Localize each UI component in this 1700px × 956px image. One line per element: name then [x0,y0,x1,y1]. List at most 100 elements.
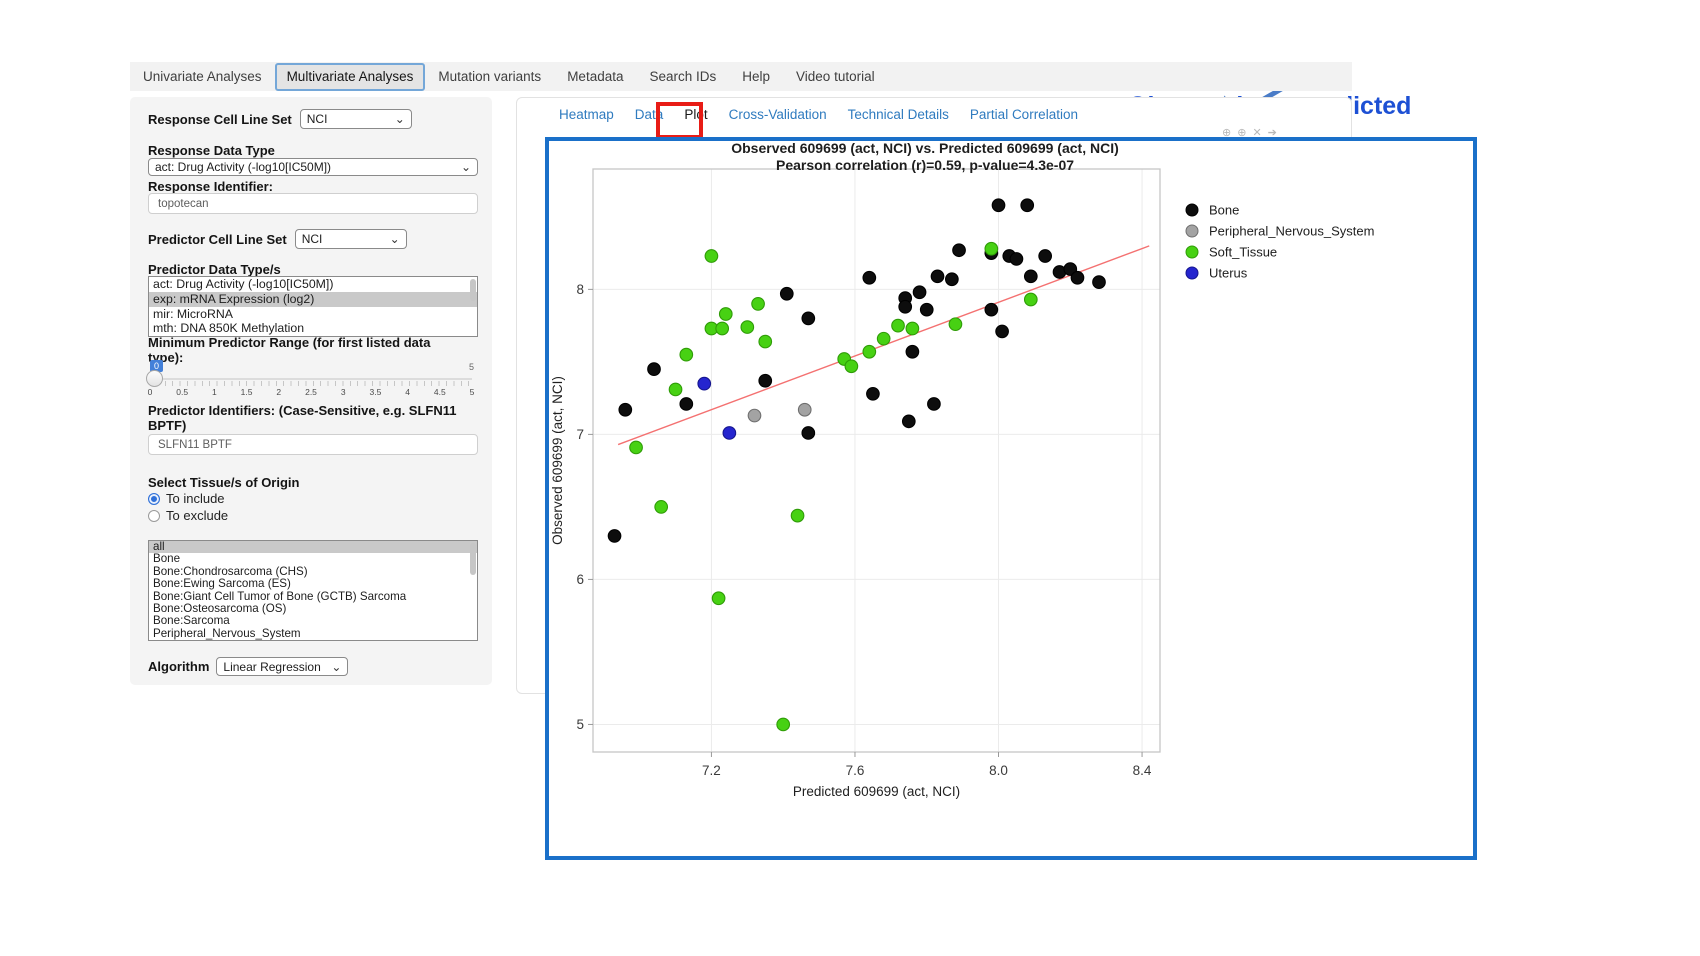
scatter-point-soft-tissue[interactable] [984,241,999,256]
scatter-point-soft-tissue[interactable] [790,508,805,523]
algorithm-select[interactable]: Linear Regression ⌄ [216,657,349,676]
scatter-point-soft-tissue[interactable] [1023,292,1038,307]
predictor-identifiers-input[interactable]: SLFN11 BPTF [148,434,478,455]
scatter-point-bone[interactable] [1023,269,1038,284]
scatter-point-bone[interactable] [779,286,794,301]
scatter-point-soft-tissue[interactable] [654,500,669,514]
radio-selected-icon[interactable] [148,492,160,505]
scatter-point-bone[interactable] [991,198,1006,213]
scatter-point-uterus[interactable] [722,426,737,440]
scatter-point-bone[interactable] [912,285,927,300]
legend-marker-soft-tissue[interactable] [1185,245,1199,259]
legend-marker-peripheral-nervous-system[interactable] [1185,224,1199,238]
scatter-point-peripheral-nervous-system[interactable] [747,408,762,423]
response-data-type-select[interactable]: act: Drug Activity (-log10[IC50M]) ⌄ [148,158,478,176]
export-icon[interactable]: ➔ [1267,127,1283,139]
close-icon[interactable]: ✕ [1252,127,1268,139]
scatter-point-bone[interactable] [1092,275,1106,289]
list-option-bone-ewing-sarcoma-es[interactable]: Bone:Ewing Sarcoma (ES) [153,577,291,591]
radio-to-exclude[interactable]: To exclude [148,508,228,523]
scatter-point-soft-tissue[interactable] [704,249,719,263]
scatter-point-bone[interactable] [984,302,999,317]
list-option-bone-osteosarcoma-os[interactable]: Bone:Osteosarcoma (OS) [153,602,287,616]
scatter-point-bone[interactable] [901,414,916,429]
scatter-point-bone[interactable] [995,324,1009,339]
scatter-point-soft-tissue[interactable] [876,331,891,346]
nav-tab-metadata[interactable]: Metadata [567,69,624,84]
response-identifier-input[interactable]: topotecan [148,193,478,214]
scatter-point-bone[interactable] [898,299,913,314]
scatter-point-soft-tissue[interactable] [668,382,683,397]
reset-icon[interactable]: ⊕ [1237,127,1253,139]
nav-tab-multivariate-analyses[interactable]: Multivariate Analyses [274,62,426,91]
scatter-point-soft-tissue[interactable] [776,717,791,732]
scatter-point-soft-tissue[interactable] [679,347,694,362]
list-option-mth-dna-850k-methylation[interactable]: mth: DNA 850K Methylation [153,321,305,336]
nav-tab-univariate-analyses[interactable]: Univariate Analyses [143,69,262,84]
scatter-point-bone[interactable] [905,344,920,359]
radio-unselected-icon[interactable] [148,509,160,522]
scatter-point-soft-tissue[interactable] [711,591,726,606]
nav-tab-video-tutorial[interactable]: Video tutorial [796,69,875,84]
scatter-point-bone[interactable] [607,529,622,543]
legend-marker-uterus[interactable] [1185,266,1199,280]
zoom-in-icon[interactable]: ⊕ [1222,127,1238,139]
nav-tab-mutation-variants[interactable]: Mutation variants [438,69,542,84]
list-option-all[interactable]: all [149,541,477,554]
slider-track[interactable] [150,378,472,380]
nav-tab-search-ids[interactable]: Search IDs [649,69,717,84]
scatter-point-bone[interactable] [952,243,966,258]
scatter-point-bone[interactable] [618,402,633,417]
scatter-point-soft-tissue[interactable] [891,318,905,333]
predictor-cell-line-set-select[interactable]: NCI ⌄ [294,229,407,249]
scatter-point-bone[interactable] [927,397,941,411]
list-option-bone-chondrosarcoma-chs[interactable]: Bone:Chondrosarcoma (CHS) [153,564,308,578]
list-option-act-drug-activity-log10-ic50m[interactable]: act: Drug Activity (-log10[IC50M]) [153,277,334,291]
scatter-point-bone[interactable] [1020,198,1035,213]
response-cell-line-set-select[interactable]: NCI ⌄ [299,109,412,129]
scatter-point-bone[interactable] [801,426,816,440]
scatter-point-bone[interactable] [919,302,934,317]
scatter-point-soft-tissue[interactable] [751,297,765,311]
legend-marker-bone[interactable] [1185,203,1199,217]
scatter-point-soft-tissue[interactable] [905,321,920,336]
scrollbar[interactable] [470,543,476,575]
scatter-point-soft-tissue[interactable] [740,320,755,334]
scatter-point-uterus[interactable] [697,376,712,391]
scatter-point-bone[interactable] [1070,270,1085,285]
scatter-point-soft-tissue[interactable] [844,359,859,374]
scatter-point-bone[interactable] [647,362,661,376]
radio-to-include[interactable]: To include [148,491,225,506]
scatter-point-soft-tissue[interactable] [948,317,963,332]
list-option-bone[interactable]: Bone [153,552,181,566]
scatter-point-soft-tissue[interactable] [758,334,773,349]
list-option-bone-sarcoma[interactable]: Bone:Sarcoma [153,614,230,628]
scatter-point-soft-tissue[interactable] [718,307,733,321]
scatter-point-bone[interactable] [862,270,877,285]
scatter-point-bone[interactable] [930,269,945,284]
scatter-point-bone[interactable] [679,397,694,411]
scatter-point-bone[interactable] [945,272,959,287]
tab-heatmap[interactable]: Heatmap [559,107,614,122]
scatter-point-soft-tissue[interactable] [629,440,643,455]
scatter-point-bone[interactable] [801,311,816,326]
tab-partial-correlation[interactable]: Partial Correlation [969,107,1078,122]
tab-cross-validation[interactable]: Cross-Validation [728,107,827,122]
list-option-mir-microrna[interactable]: mir: MicroRNA [153,306,233,321]
tissue-listbox[interactable]: all Bone Bone:Chondrosarcoma (CHS) Bone:Ewi… [148,540,478,641]
scrollbar[interactable] [470,279,476,301]
scatter-point-soft-tissue[interactable] [715,321,730,336]
scatter-point-bone[interactable] [758,373,773,388]
scatter-point-bone[interactable] [1038,249,1053,263]
slider-handle[interactable] [146,370,163,387]
scatter-point-bone[interactable] [1063,262,1078,276]
scatter-point-bone[interactable] [866,386,880,401]
nav-tab-help[interactable]: Help [742,69,771,84]
scatter-point-bone[interactable] [1009,252,1024,266]
list-option-bone-giant-cell-tumor-of-bone-gctb-sarcoma[interactable]: Bone:Giant Cell Tumor of Bone (GCTB) Sar… [153,589,407,603]
scatter-point-soft-tissue[interactable] [862,344,877,359]
list-option-exp-mrna-expression-log2[interactable]: exp: mRNA Expression (log2) [149,291,477,307]
predictor-data-types-listbox[interactable]: act: Drug Activity (-log10[IC50M]) exp: m… [148,276,478,337]
tab-technical-details[interactable]: Technical Details [847,107,949,122]
list-option-peripheral-nervous-system[interactable]: Peripheral_Nervous_System [153,626,301,640]
